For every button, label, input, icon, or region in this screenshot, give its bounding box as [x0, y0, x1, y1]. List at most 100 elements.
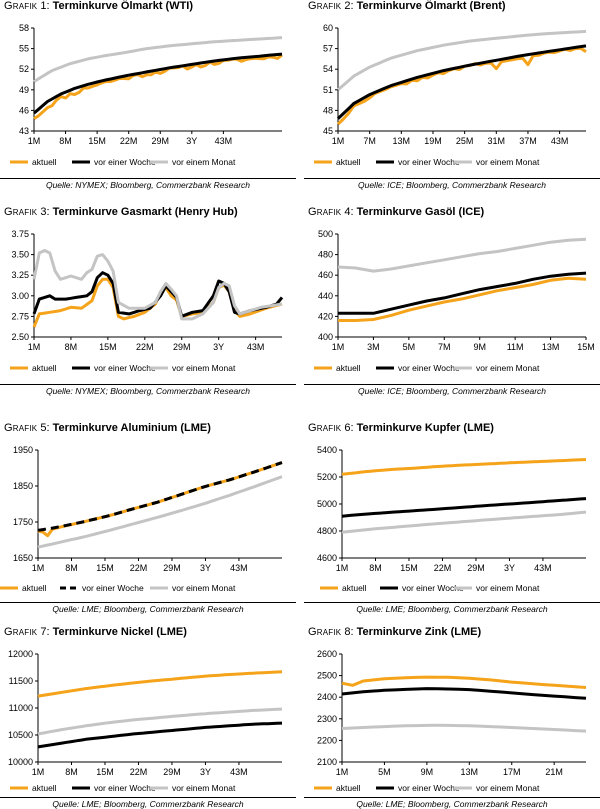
- y-tick-label: 1650: [13, 553, 33, 563]
- y-tick-label: 3.75: [11, 229, 29, 239]
- legend-label-vorWoche: vor einer Woche: [398, 157, 460, 167]
- series-line-aktuell: [33, 53, 283, 120]
- legend-label-aktuell: aktuell: [336, 157, 361, 167]
- source-note-3: Quelle: NYMEX; Bloomberg, Commerzbank Re…: [45, 386, 251, 396]
- x-tick-label: 3Y: [200, 767, 211, 777]
- x-tick-label: 15M: [577, 342, 595, 352]
- x-tick-label: 7M: [363, 136, 376, 146]
- x-tick-label: 8M: [369, 563, 382, 573]
- x-tick-label: 22M: [120, 136, 138, 146]
- x-tick-label: 43M: [534, 563, 552, 573]
- chart-title-2: Grafik 2: Terminkurve Ölmarkt (Brent): [308, 0, 506, 12]
- y-tick-label: 3.00: [11, 291, 29, 301]
- y-tick-label: 54: [323, 64, 333, 74]
- series-line-vorMonat: [32, 249, 283, 321]
- x-tick-label: 15M: [400, 563, 418, 573]
- line-chart-8: 2100 2200 2300 2400 2500 2600 1M 5M 9M 13M 17M 21M a…: [314, 649, 587, 793]
- x-tick-label: 31M: [488, 136, 506, 146]
- series-line-vorMonat: [37, 475, 283, 549]
- y-tick-label: 5000: [317, 499, 337, 509]
- x-tick-label: 15M: [88, 136, 106, 146]
- x-tick-label: 43M: [215, 136, 233, 146]
- legend-label-aktuell: aktuell: [32, 363, 57, 373]
- legend-label-vorMonat: vor einem Monat: [476, 157, 540, 167]
- chart-title-6: Grafik 6: Terminkurve Kupfer (LME): [308, 422, 494, 434]
- x-tick-label: 13M: [461, 767, 479, 777]
- x-tick-label: 3Y: [186, 136, 197, 146]
- legend-label-aktuell: aktuell: [32, 157, 57, 167]
- y-tick-label: 10000: [8, 757, 33, 767]
- x-tick-label: 1M: [28, 136, 41, 146]
- series-line-aktuell: [32, 277, 283, 328]
- separator-4: [304, 384, 600, 385]
- y-tick-label: 2400: [317, 692, 337, 702]
- separator-7: [0, 797, 296, 798]
- source-note-8: Quelle: LME; Bloomberg, Commerzbank Rese…: [356, 799, 548, 809]
- series-line-vorMonat: [33, 36, 283, 83]
- line-chart-3: 2.50 2.75 3.00 3.25 3.50 3.75 1M 8M 15M 22M 29M 3Y 4…: [10, 229, 284, 373]
- y-tick-label: 2100: [317, 757, 337, 767]
- legend-label-vorMonat: vor einem Monat: [172, 363, 236, 373]
- y-tick-label: 10500: [8, 730, 33, 740]
- y-tick-label: 4600: [317, 553, 337, 563]
- x-tick-label: 1M: [336, 767, 349, 777]
- chart-title-4: Grafik 4: Terminkurve Gasöl (ICE): [308, 206, 485, 218]
- x-tick-label: 43M: [230, 563, 248, 573]
- series-line-aktuell: [336, 46, 587, 126]
- series-line-aktuell: [341, 458, 587, 476]
- x-tick-label: 29M: [151, 136, 169, 146]
- y-tick-label: 3.25: [11, 270, 29, 280]
- series-line-vorWoche: [341, 687, 587, 700]
- x-tick-label: 22M: [130, 767, 148, 777]
- chart-title-8: Grafik 8: Terminkurve Zink (LME): [308, 626, 482, 638]
- y-tick-label: 2.50: [11, 332, 29, 342]
- series-line-vorWoche: [37, 721, 283, 749]
- separator-2: [304, 178, 600, 179]
- separator-5: [0, 602, 296, 603]
- legend-label-vorWoche: vor einer Woche: [398, 363, 460, 373]
- x-tick-label: 29M: [163, 563, 181, 573]
- x-tick-label: 13M: [542, 342, 560, 352]
- source-note-5: Quelle: LME; Bloomberg, Commerzbank Rese…: [52, 604, 244, 614]
- legend-label-vorMonat: vor einem Monat: [476, 363, 540, 373]
- x-tick-label: 13M: [393, 136, 411, 146]
- line-chart-1: 43 46 49 52 55 58 1M 8M 15M 22M 29M 3Y 43M aktuell vor…: [10, 23, 283, 167]
- chart-title-7: Grafik 7: Terminkurve Nickel (LME): [4, 626, 187, 638]
- series-line-vorWoche: [33, 52, 283, 115]
- y-tick-label: 420: [318, 311, 333, 321]
- x-tick-label: 15M: [99, 342, 117, 352]
- y-tick-label: 48: [323, 105, 333, 115]
- legend-label-vorWoche: vor einer Woche: [94, 157, 156, 167]
- source-note-2: Quelle: ICE; Bloomberg, Commerzbank Rese…: [357, 180, 547, 190]
- x-tick-label: 21M: [545, 767, 563, 777]
- y-tick-label: 58: [19, 23, 29, 33]
- legend-label-aktuell: aktuell: [32, 783, 57, 793]
- x-tick-label: 29M: [467, 563, 485, 573]
- x-tick-label: 22M: [130, 563, 148, 573]
- x-tick-label: 15M: [96, 767, 114, 777]
- series-line-vorWoche: [37, 461, 283, 532]
- series-line-aktuell: [37, 670, 283, 698]
- legend-label-aktuell: aktuell: [342, 583, 367, 593]
- x-tick-label: 19M: [424, 136, 442, 146]
- series-line-vorWoche: [336, 44, 587, 120]
- separator-6: [304, 602, 600, 603]
- x-tick-label: 43M: [247, 342, 265, 352]
- legend-label-vorWoche: vor einer Woche: [82, 583, 144, 593]
- y-tick-label: 2.75: [11, 311, 29, 321]
- x-tick-label: 1M: [32, 563, 45, 573]
- y-tick-label: 2200: [317, 735, 337, 745]
- x-tick-label: 7M: [438, 342, 451, 352]
- x-tick-label: 25M: [456, 136, 474, 146]
- y-tick-label: 11500: [9, 676, 33, 686]
- legend-label-vorMonat: vor einem Monat: [476, 783, 540, 793]
- legend-label-vorMonat: vor einem Monat: [172, 783, 236, 793]
- y-tick-label: 49: [19, 85, 29, 95]
- x-tick-label: 3Y: [504, 563, 515, 573]
- y-tick-label: 500: [318, 229, 333, 239]
- legend-label-aktuell: aktuell: [22, 583, 47, 593]
- x-tick-label: 11M: [507, 342, 524, 352]
- separator-8: [304, 797, 600, 798]
- x-tick-label: 17M: [503, 767, 521, 777]
- series-line-vorMonat: [341, 723, 587, 733]
